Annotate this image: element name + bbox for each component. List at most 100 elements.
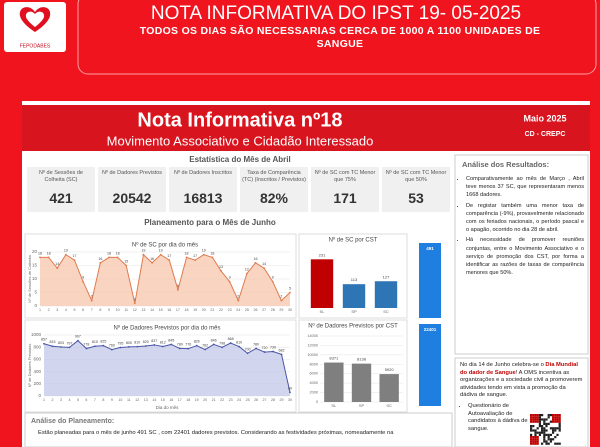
qr-cell bbox=[534, 438, 537, 441]
qr-cell bbox=[536, 442, 539, 445]
kpi-value: 171 bbox=[333, 190, 357, 206]
point bbox=[168, 259, 171, 261]
header-subtitle: TODOS OS DIAS SÃO NECESSARIAS CERCA DE 1… bbox=[139, 25, 541, 50]
qr-cell bbox=[545, 440, 548, 443]
qr-cell bbox=[554, 436, 557, 439]
x-tick-label: 7 bbox=[94, 398, 96, 402]
data-label: 810 bbox=[134, 341, 140, 345]
qr-cell bbox=[530, 420, 533, 423]
kpi-value: 421 bbox=[49, 190, 73, 206]
point bbox=[99, 261, 102, 264]
doc-subtitle: Movimento Associativo e Cidadão Interess… bbox=[107, 133, 374, 148]
y-axis-label: Nº de Dadores Previstos bbox=[27, 344, 32, 388]
title-frame bbox=[77, 0, 597, 75]
data-label: 8138 bbox=[357, 357, 367, 362]
qr-cell bbox=[536, 431, 539, 434]
data-label: 2 bbox=[91, 295, 93, 299]
bar bbox=[324, 362, 344, 402]
qr-cell bbox=[558, 425, 561, 428]
point bbox=[60, 346, 62, 348]
total-label: 22401 bbox=[424, 327, 437, 332]
planning-title: Análise do Planeamento: bbox=[31, 418, 114, 425]
data-label: 1 bbox=[134, 297, 136, 301]
data-label: 15 bbox=[124, 259, 128, 263]
y-tick-label: 6000 bbox=[310, 372, 318, 376]
point bbox=[280, 353, 283, 356]
qr-cell bbox=[534, 414, 537, 417]
point bbox=[151, 261, 153, 264]
qr-cell bbox=[547, 416, 550, 419]
y-tick-label: 15 bbox=[32, 263, 38, 268]
qr-cell bbox=[530, 425, 533, 428]
x-tick-label: 17 bbox=[176, 308, 180, 312]
qr-cell bbox=[530, 438, 533, 441]
point bbox=[170, 343, 173, 346]
qr-cell bbox=[554, 420, 557, 423]
y-tick-label: 2000 bbox=[310, 391, 318, 395]
qr-cell bbox=[558, 427, 561, 430]
y-tick-label: 1000 bbox=[31, 332, 42, 337]
results-title: Análise dos Resultados: bbox=[462, 160, 549, 169]
point bbox=[161, 345, 164, 348]
data-label: 16 bbox=[150, 257, 154, 261]
data-label: 5920 bbox=[385, 367, 395, 372]
data-label: 60 bbox=[288, 386, 292, 390]
x-tick-label: SL bbox=[320, 309, 326, 314]
notice-item[interactable]: Questionário de Autoavaliação de candida… bbox=[468, 403, 530, 433]
chart-title: Nº de Dadores Previstos por dia do mês bbox=[114, 325, 221, 332]
x-tick-label: 28 bbox=[271, 308, 275, 312]
kpi-card: Nº de Dadores Previstos 20542 bbox=[98, 167, 166, 212]
total-label: 491 bbox=[426, 246, 434, 251]
qr-cell bbox=[536, 427, 539, 430]
qr-cell bbox=[554, 414, 557, 417]
qr-cell bbox=[547, 436, 550, 439]
qr-cell bbox=[556, 414, 559, 417]
kpi-value: 53 bbox=[408, 190, 424, 206]
point bbox=[136, 345, 139, 348]
header-title: NOTA INFORMATIVA DO IPST 19- 05-2025 bbox=[151, 3, 521, 24]
qr-cell bbox=[549, 427, 552, 430]
data-label: 815 bbox=[92, 340, 98, 344]
qr-cell bbox=[532, 418, 535, 421]
x-tick-label: 11 bbox=[127, 398, 131, 402]
doc-banner bbox=[22, 105, 590, 151]
data-label: 837 bbox=[151, 339, 157, 343]
chart-title: Nº de Dadores Previstos por CST bbox=[308, 323, 398, 330]
qr-cell bbox=[549, 433, 552, 436]
data-label: 5 bbox=[289, 286, 291, 290]
point bbox=[43, 342, 45, 345]
data-label: 13 bbox=[219, 265, 223, 269]
kpi-card: Nº de Dadores Inscritos 16813 bbox=[169, 167, 237, 212]
data-label: 826 bbox=[194, 340, 200, 344]
x-tick-label: 10 bbox=[116, 308, 120, 312]
point bbox=[272, 350, 274, 353]
data-label: 803 bbox=[58, 341, 64, 345]
point bbox=[85, 347, 88, 350]
point bbox=[68, 346, 71, 349]
y-tick-label: 12000 bbox=[307, 343, 318, 347]
qr-cell bbox=[552, 438, 555, 441]
y-tick-label: 0 bbox=[34, 303, 37, 308]
section-title: Estatística do Mês de Abril bbox=[189, 155, 291, 164]
qr-cell bbox=[532, 420, 535, 423]
x-tick-label: 13 bbox=[144, 398, 148, 402]
line bbox=[43, 340, 291, 393]
data-label: 18 bbox=[210, 251, 214, 255]
qr-cell bbox=[558, 414, 561, 417]
kpi-card: Nº de SC com TC Menor que 50% 53 bbox=[382, 167, 450, 212]
x-tick-label: 3 bbox=[60, 398, 62, 402]
results-list: Comparativamente ao mês de Março , Abril… bbox=[458, 175, 584, 279]
qr-cell bbox=[534, 431, 537, 434]
point bbox=[144, 345, 147, 347]
data-label: 778 bbox=[83, 342, 89, 346]
data-label: 16 bbox=[98, 257, 102, 261]
x-tick-label: 14 bbox=[152, 398, 156, 402]
point bbox=[195, 344, 198, 347]
point bbox=[204, 348, 207, 351]
data-label: 2 bbox=[237, 295, 239, 299]
x-tick-label: 8 bbox=[102, 398, 104, 402]
y-tick-label: 5 bbox=[34, 290, 37, 295]
data-label: 19 bbox=[159, 249, 163, 253]
point bbox=[102, 344, 105, 347]
